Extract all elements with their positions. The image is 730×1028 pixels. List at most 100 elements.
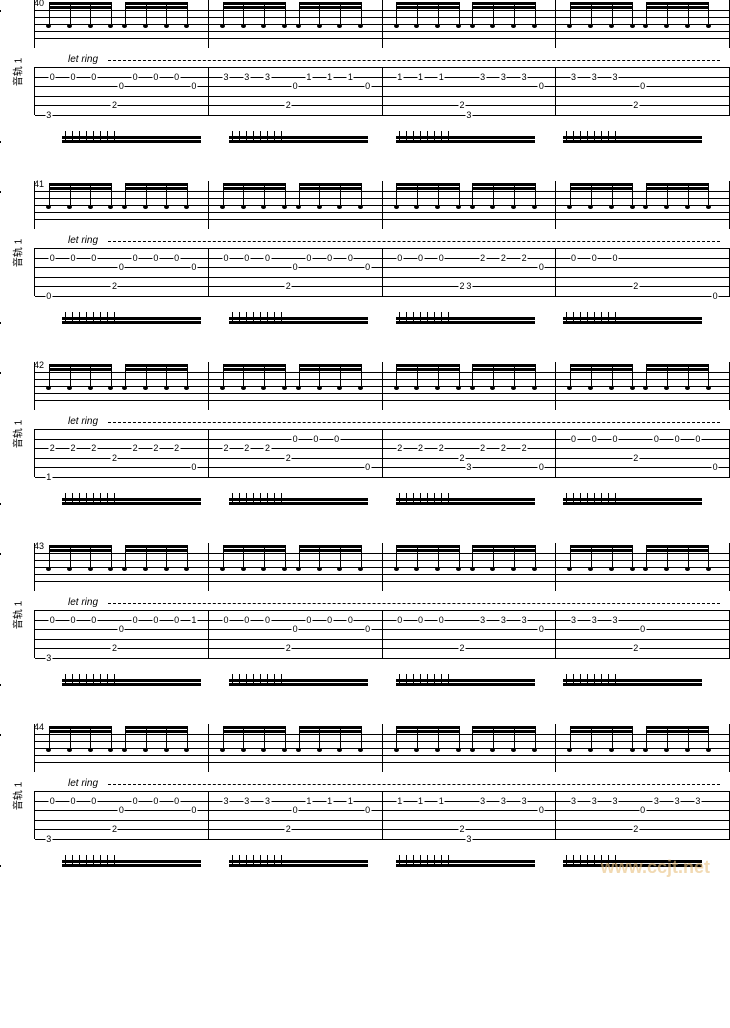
fret-number: 3: [500, 615, 507, 625]
tab-measure: 33320: [556, 67, 730, 115]
rhythm-notation: [34, 664, 730, 686]
standard-notation: [34, 724, 730, 772]
fret-number: 0: [538, 624, 545, 634]
fret-number: 0: [712, 462, 719, 472]
tab-measure: 222222230: [383, 429, 557, 477]
notation-measure: [556, 181, 730, 229]
fret-number: 3: [465, 834, 472, 844]
fret-number: 0: [223, 615, 230, 625]
fret-number: 3: [591, 615, 598, 625]
fret-number: 0: [118, 262, 125, 272]
fret-number: 2: [173, 443, 180, 453]
fret-number: 3: [223, 796, 230, 806]
fret-number: 0: [132, 72, 139, 82]
system-bracket: [0, 553, 1, 686]
fret-number: 0: [326, 615, 333, 625]
fret-number: 0: [292, 624, 299, 634]
fret-number: 0: [417, 615, 424, 625]
tab-measure: 333211100: [209, 791, 383, 839]
fret-number: 0: [396, 253, 403, 263]
system: 音轨 144let ring00020003003332111001112333…: [0, 724, 730, 867]
fret-number: 0: [292, 81, 299, 91]
tab-measure: 33320: [556, 610, 730, 658]
let-ring-marking: let ring: [68, 597, 730, 608]
fret-number: 0: [118, 81, 125, 91]
tab-measure: 22220000: [209, 429, 383, 477]
fret-number: 2: [285, 453, 292, 463]
fret-number: 1: [417, 796, 424, 806]
system-bracket: [0, 734, 1, 867]
notation-measure: [209, 0, 383, 48]
fret-number: 0: [611, 434, 618, 444]
fret-number: 0: [538, 805, 545, 815]
fret-number: 0: [118, 624, 125, 634]
tab-measure: 000222230: [383, 248, 557, 296]
notation-measure: [209, 724, 383, 772]
fret-number: 0: [538, 81, 545, 91]
fret-number: 3: [479, 615, 486, 625]
tablature: 000200030033321110011123333033323330: [34, 791, 730, 839]
notation-measure: [383, 181, 557, 229]
notation-measure: [556, 724, 730, 772]
fret-number: 0: [364, 805, 371, 815]
fret-number: 0: [305, 253, 312, 263]
tab-measure: 000200000: [209, 610, 383, 658]
fret-number: 0: [173, 72, 180, 82]
fret-number: 0: [90, 796, 97, 806]
fret-number: 0: [364, 462, 371, 472]
fret-number: 2: [111, 824, 118, 834]
fret-number: 0: [49, 615, 56, 625]
fret-number: 3: [674, 796, 681, 806]
fret-number: 2: [90, 443, 97, 453]
fret-number: 3: [591, 796, 598, 806]
fret-number: 2: [458, 453, 465, 463]
watermark-text: www.ccjt.net: [601, 857, 710, 878]
fret-number: 0: [118, 805, 125, 815]
notation-measure: [383, 543, 557, 591]
fret-number: 3: [264, 796, 271, 806]
fret-number: 1: [347, 796, 354, 806]
fret-number: 0: [69, 615, 76, 625]
tab-measure: 00023330: [383, 610, 557, 658]
fret-number: 2: [632, 100, 639, 110]
standard-notation: [34, 543, 730, 591]
fret-number: 0: [152, 253, 159, 263]
fret-number: 3: [465, 110, 472, 120]
fret-number: 3: [570, 72, 577, 82]
staff-label: 音轨 1: [10, 419, 25, 447]
fret-number: 3: [45, 834, 52, 844]
standard-notation: [34, 0, 730, 48]
fret-number: 2: [152, 443, 159, 453]
fret-number: 3: [45, 653, 52, 663]
fret-number: 0: [190, 462, 197, 472]
fret-number: 3: [570, 796, 577, 806]
fret-number: 0: [49, 72, 56, 82]
fret-number: 1: [347, 72, 354, 82]
fret-number: 2: [458, 100, 465, 110]
notation-measure: [35, 0, 209, 48]
fret-number: 0: [132, 253, 139, 263]
system-bracket: [0, 10, 1, 143]
let-ring-marking: let ring: [68, 778, 730, 789]
fret-number: 0: [347, 615, 354, 625]
fret-number: 2: [111, 281, 118, 291]
fret-number: 2: [632, 643, 639, 653]
tab-measure: 0002000301: [35, 610, 209, 658]
fret-number: 1: [190, 615, 197, 625]
fret-number: 3: [500, 72, 507, 82]
system: 音轨 141let ring00020000000002000000002222…: [0, 181, 730, 324]
fret-number: 0: [326, 253, 333, 263]
fret-number: 0: [438, 615, 445, 625]
fret-number: 0: [653, 434, 660, 444]
fret-number: 1: [417, 72, 424, 82]
fret-number: 0: [364, 624, 371, 634]
fret-number: 0: [152, 615, 159, 625]
fret-number: 0: [264, 253, 271, 263]
fret-number: 2: [111, 100, 118, 110]
notation-measure: [383, 362, 557, 410]
system: 音轨 142let ring22222221022220000222222230…: [0, 362, 730, 505]
staff-label: 音轨 1: [10, 57, 25, 85]
tab-measure: 00020000: [556, 429, 730, 477]
notation-measure: [209, 543, 383, 591]
fret-number: 3: [243, 796, 250, 806]
